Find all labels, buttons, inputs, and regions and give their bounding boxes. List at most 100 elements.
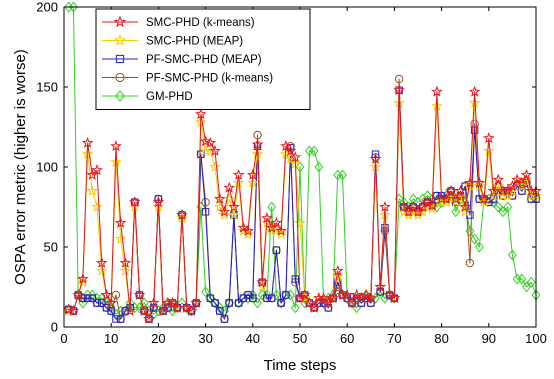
data-point	[157, 304, 169, 316]
data-point	[166, 296, 179, 308]
data-point	[119, 256, 132, 268]
data-point	[459, 205, 472, 217]
data-point	[211, 299, 219, 307]
data-point	[398, 200, 410, 212]
data-point	[251, 138, 264, 150]
legend-entry: SMC-PHD (k-means)	[102, 15, 255, 29]
data-point	[72, 288, 84, 300]
data-point	[249, 294, 257, 302]
data-point	[492, 180, 505, 192]
data-point	[111, 290, 121, 300]
data-point	[220, 315, 229, 323]
data-point	[143, 312, 155, 324]
data-point	[256, 276, 269, 288]
data-point	[473, 176, 486, 188]
data-point	[232, 168, 245, 180]
data-point	[431, 85, 443, 97]
data-point	[176, 208, 188, 220]
x-tick-label: 20	[151, 331, 165, 346]
data-point	[205, 292, 215, 304]
data-point	[275, 228, 287, 240]
data-point	[135, 302, 144, 314]
data-point	[128, 196, 141, 208]
data-point	[271, 289, 281, 301]
data-point	[209, 144, 221, 156]
data-point	[112, 315, 120, 323]
legend-entry: SMC-PHD (MEAP)	[102, 33, 243, 48]
data-point	[147, 296, 160, 308]
data-point	[445, 184, 457, 196]
x-tick-label: 70	[387, 331, 401, 346]
data-point	[261, 212, 273, 224]
data-point	[232, 176, 245, 188]
legend-marker	[115, 90, 125, 102]
data-point	[294, 292, 306, 304]
data-point	[394, 74, 404, 84]
data-point	[280, 140, 292, 152]
data-point	[407, 200, 420, 212]
data-point	[110, 156, 122, 168]
data-point	[327, 292, 339, 304]
data-point	[204, 136, 217, 148]
data-point	[289, 151, 302, 163]
data-point	[152, 196, 165, 208]
data-point	[246, 168, 259, 180]
y-axis-label: OSPA error metric (higher is worse)	[12, 49, 29, 285]
data-point	[199, 135, 212, 147]
legend-label: PF-SMC-PHD (k-means)	[146, 73, 273, 85]
data-point	[290, 302, 300, 314]
data-point	[374, 280, 387, 292]
data-point	[223, 192, 236, 204]
data-point	[470, 233, 480, 245]
data-point	[234, 299, 243, 307]
data-point	[267, 294, 276, 302]
data-point	[507, 249, 517, 261]
data-point	[195, 108, 207, 120]
data-point	[91, 164, 103, 176]
data-point	[341, 288, 354, 300]
data-point	[426, 202, 438, 214]
data-point	[482, 132, 495, 144]
data-point	[124, 304, 136, 316]
data-point	[388, 292, 401, 304]
data-point	[270, 216, 283, 228]
data-point	[282, 291, 290, 299]
data-point	[213, 200, 226, 212]
legend-marker	[113, 33, 127, 46]
legend-marker	[113, 15, 127, 28]
data-point	[468, 85, 481, 97]
data-point	[294, 216, 306, 228]
data-point	[242, 228, 254, 240]
data-point	[87, 289, 97, 301]
series-1	[62, 84, 542, 324]
data-point	[216, 307, 224, 315]
data-point	[91, 200, 103, 212]
data-point	[98, 299, 106, 307]
data-point	[77, 272, 89, 284]
data-point	[256, 280, 269, 292]
data-point	[492, 173, 505, 185]
y-tick-label: 100	[36, 160, 58, 175]
data-point	[478, 192, 490, 204]
data-point	[100, 288, 113, 300]
data-point	[379, 200, 391, 212]
data-point	[303, 296, 316, 308]
data-point	[308, 301, 320, 313]
data-point	[381, 224, 389, 232]
data-point	[412, 208, 424, 220]
data-point	[331, 264, 344, 276]
data-point	[369, 152, 382, 164]
x-tick-label: 60	[340, 331, 354, 346]
y-tick-label: 150	[36, 80, 58, 95]
legend-entry: PF-SMC-PHD (k-means)	[102, 73, 273, 85]
data-point	[506, 180, 519, 192]
data-point	[286, 289, 295, 301]
data-point	[487, 189, 500, 201]
data-point	[284, 144, 297, 156]
data-point	[346, 296, 358, 308]
data-point	[402, 208, 415, 220]
data-point	[272, 246, 281, 254]
data-point	[454, 184, 467, 196]
data-point	[478, 196, 490, 208]
data-point	[516, 180, 528, 192]
